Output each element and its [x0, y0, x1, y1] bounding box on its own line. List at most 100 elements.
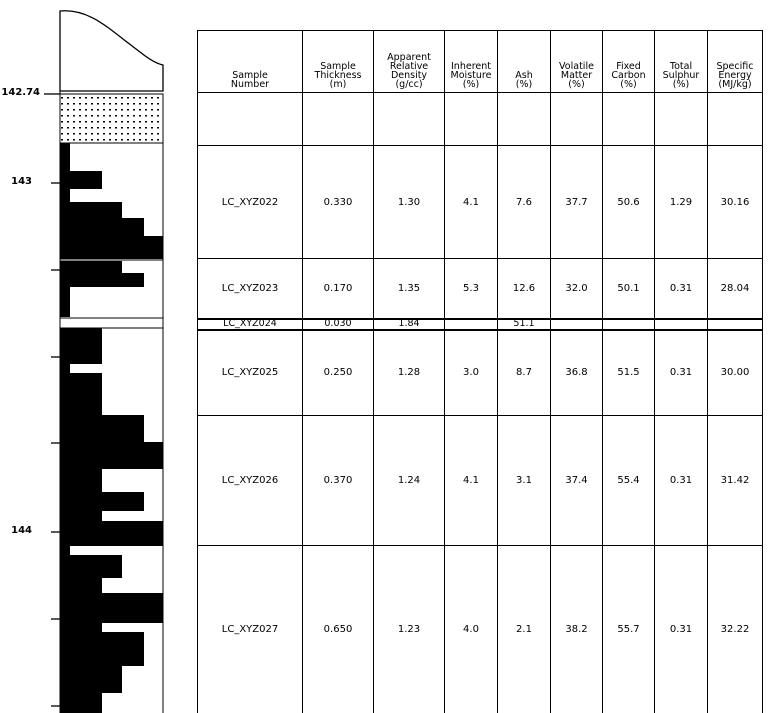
column-header: Fixed Carbon (%) [602, 30, 655, 93]
lithology-column [44, 10, 164, 713]
header-line: Sulphur [662, 70, 700, 81]
coal-band [60, 492, 144, 511]
table-cell: 4.0 [444, 545, 498, 713]
coal-band [60, 623, 102, 632]
table-cell [373, 92, 445, 146]
header-line: Energy [718, 70, 752, 81]
coal-band [60, 143, 70, 171]
header-line: Matter [560, 70, 593, 81]
overburden-curve [59, 10, 164, 92]
table-cell: 28.04 [707, 258, 763, 319]
table-cell: 37.7 [550, 145, 603, 259]
coal-band [60, 666, 122, 693]
table-cell: 5.3 [444, 258, 498, 319]
table-cell: 0.370 [302, 415, 374, 546]
table-cell [444, 317, 498, 331]
table-cell: 4.1 [444, 415, 498, 546]
table-cell: 32.0 [550, 258, 603, 319]
column-header: Apparent Relative Density (g/cc) [373, 30, 445, 93]
column-header: Total Sulphur (%) [654, 30, 708, 93]
coal-band [60, 373, 102, 415]
table-row: LC_XYZ024 0.030 1.84 51.1 [197, 317, 763, 331]
column-header: Inherent Moisture (%) [444, 30, 498, 93]
table-cell: 7.6 [497, 145, 551, 259]
table-cell [444, 92, 498, 146]
header-line: Sample [320, 61, 356, 72]
coal-band [60, 555, 122, 578]
header-line: Volatile [559, 61, 594, 72]
table-cell: 50.6 [602, 145, 655, 259]
coal-quality-table: Sample Number Sample Thickness (m) Apparent Re… [197, 30, 763, 713]
table-row: LC_XYZ027 0.650 1.23 4.0 2.1 38.2 55.7 0.31 32.2… [197, 545, 763, 713]
table-cell [550, 317, 603, 331]
column-header: Volatile Matter (%) [550, 30, 603, 93]
header-line: (MJ/kg) [718, 79, 752, 90]
sandstone-dotted-layer [59, 93, 164, 144]
table-cell: 31.42 [707, 415, 763, 546]
table-cell: 51.1 [497, 317, 551, 331]
header-line: Ash [515, 70, 533, 81]
header-line: Carbon [611, 70, 646, 81]
table-cell: LC_XYZ025 [197, 329, 303, 416]
header-line: Sample [232, 70, 268, 81]
coal-band [60, 442, 163, 469]
header-line: Density [390, 70, 428, 81]
table-cell [654, 317, 708, 331]
header-line: Total [669, 61, 693, 72]
table-cell: 37.4 [550, 415, 603, 546]
coal-band [60, 287, 70, 317]
header-line: Inherent [451, 61, 491, 72]
table-cell: LC_XYZ023 [197, 258, 303, 319]
coal-band [60, 261, 122, 273]
header-line: (%) [462, 79, 480, 90]
table-cell: 1.28 [373, 329, 445, 416]
depth-label-144: 144 [11, 525, 32, 536]
table-cell: 0.31 [654, 258, 708, 319]
depth-label-143: 143 [11, 176, 32, 187]
header-line: (g/cc) [395, 79, 423, 90]
table-cell: 1.84 [373, 317, 445, 331]
table-cell: 50.1 [602, 258, 655, 319]
header-line: Specific [716, 61, 754, 72]
table-cell: 55.7 [602, 545, 655, 713]
coal-band [60, 218, 144, 236]
coal-band [60, 236, 163, 259]
coal-band [60, 632, 144, 666]
table-cell: 36.8 [550, 329, 603, 416]
coal-band [60, 578, 102, 593]
table-cell [707, 317, 763, 331]
header-line: Moisture [450, 70, 492, 81]
header-line: Apparent [387, 52, 431, 63]
table-cell [497, 92, 551, 146]
coal-band [60, 593, 163, 623]
column-header: Sample Number [197, 30, 303, 93]
table-cell: 8.7 [497, 329, 551, 416]
header-line: (%) [672, 79, 690, 90]
table-cell [602, 317, 655, 331]
table-cell: LC_XYZ024 [197, 317, 303, 331]
table-row: LC_XYZ026 0.370 1.24 4.1 3.1 37.4 55.4 0.31 31.4… [197, 415, 763, 546]
table-row [197, 92, 763, 146]
coal-band [60, 415, 144, 442]
table-cell [197, 92, 303, 146]
table-cell: 3.0 [444, 329, 498, 416]
table-cell: 30.16 [707, 145, 763, 259]
coal-band [60, 171, 102, 189]
table-cell: 0.31 [654, 415, 708, 546]
table-row: LC_XYZ022 0.330 1.30 4.1 7.6 37.7 50.6 1.29 30.1… [197, 145, 763, 259]
coal-band [60, 189, 70, 202]
table-cell: 0.650 [302, 545, 374, 713]
header-row: Sample Number Sample Thickness (m) Apparent Re… [197, 30, 763, 93]
table-cell: 0.170 [302, 258, 374, 319]
header-line: (%) [568, 79, 585, 90]
table-cell: 0.31 [654, 545, 708, 713]
header-line: Number [230, 79, 270, 90]
table-cell [654, 92, 708, 146]
table-cell: 12.6 [497, 258, 551, 319]
header-line: (%) [515, 79, 533, 90]
table-row: LC_XYZ023 0.170 1.35 5.3 12.6 32.0 50.1 0.31 28.… [197, 258, 763, 319]
table-cell: 3.1 [497, 415, 551, 546]
table-cell [707, 92, 763, 146]
table-cell: LC_XYZ026 [197, 415, 303, 546]
